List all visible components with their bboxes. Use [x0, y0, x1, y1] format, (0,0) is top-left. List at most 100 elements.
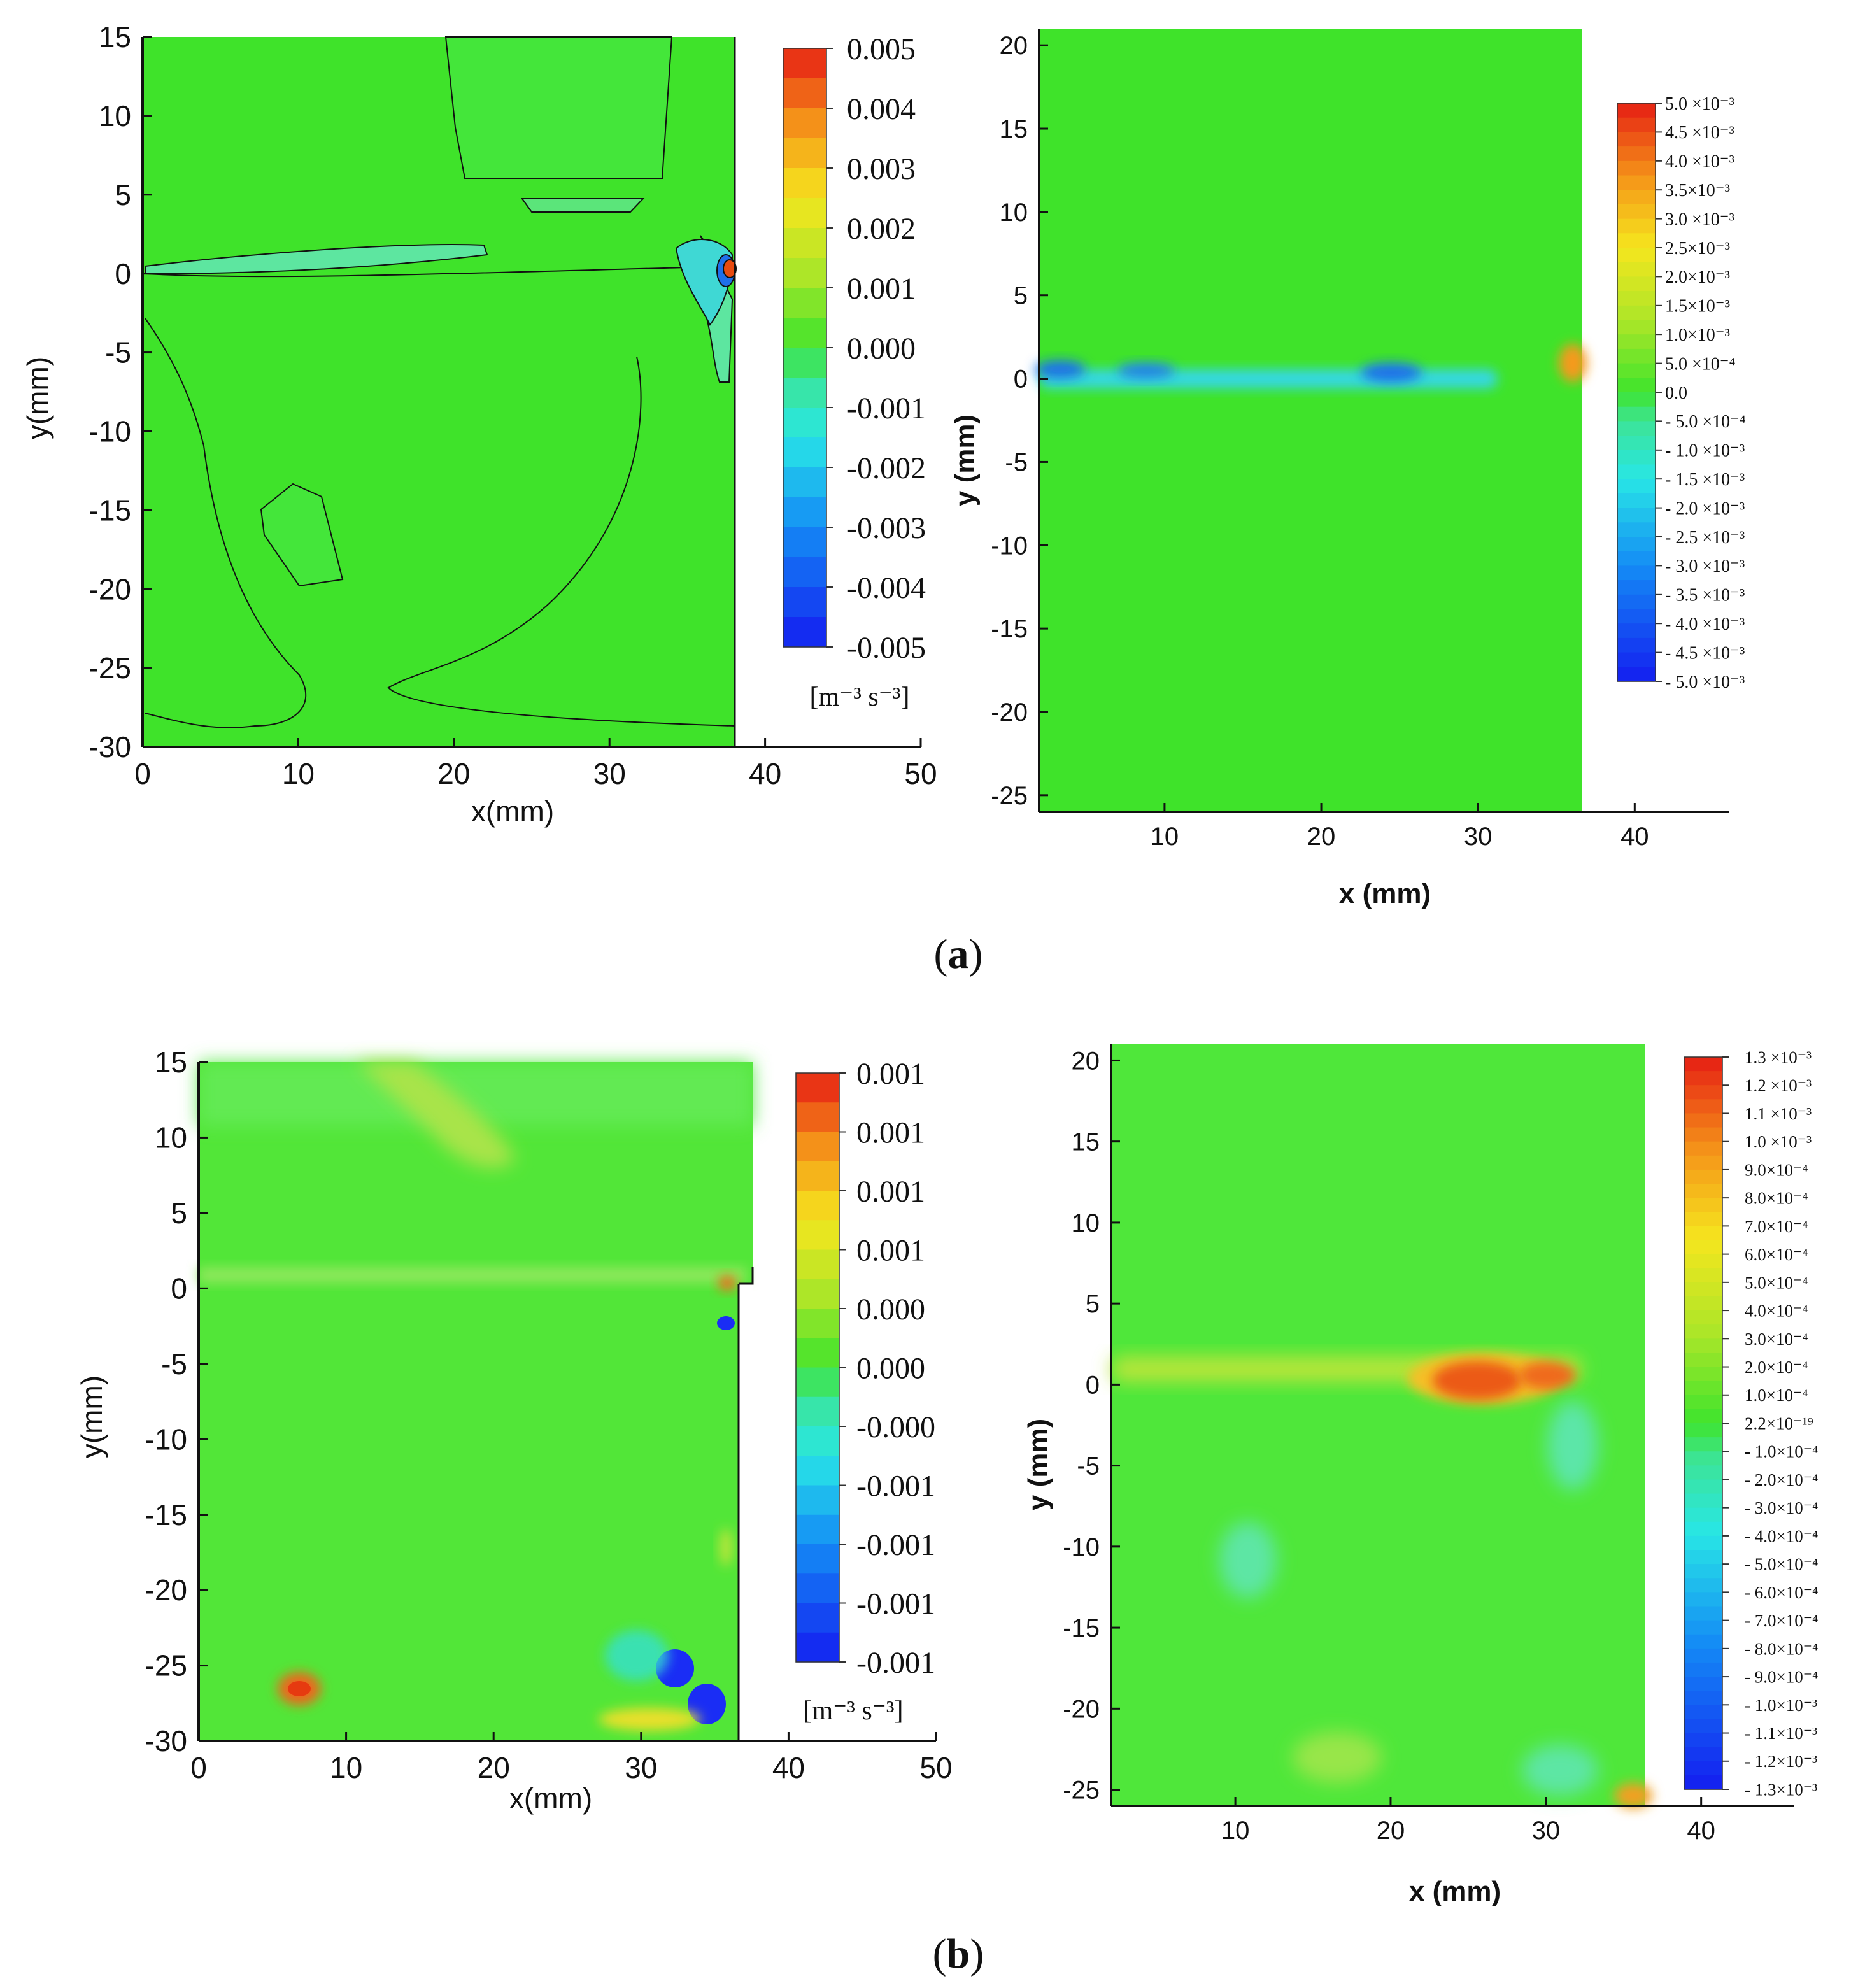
colorbar-label: 0.004: [847, 92, 916, 126]
colorbar-segment: [1684, 1493, 1722, 1509]
colorbar-label: 8.0×10⁻⁴: [1745, 1189, 1808, 1208]
colorbar-unit: [m⁻³ s⁻³]: [809, 683, 909, 712]
colorbar-segment: [1617, 537, 1656, 552]
colorbar-label: - 3.0 ×10⁻³: [1665, 557, 1745, 576]
positive-region: [1293, 1732, 1382, 1783]
colorbar-segment: [796, 1544, 839, 1574]
negative-streak: [1039, 369, 1498, 388]
colorbar-segment: [1684, 1353, 1722, 1368]
y-tick-label: -20: [991, 699, 1028, 727]
y-tick-label: -15: [991, 615, 1028, 643]
colorbar-segment: [783, 138, 826, 169]
colorbar-segment: [796, 1514, 839, 1545]
colorbar-segment: [1684, 1338, 1722, 1354]
colorbar-label: 0.002: [847, 212, 916, 246]
y-tick-label: -15: [1063, 1614, 1100, 1642]
y-tick-label: 15: [99, 20, 131, 53]
positive-spot: [1559, 344, 1587, 382]
colorbar-label: - 5.0 ×10⁻⁴: [1665, 412, 1746, 432]
y-tick-label: -5: [1005, 448, 1028, 476]
colorbar-segment: [796, 1632, 839, 1663]
colorbar-segment: [1684, 1634, 1722, 1649]
colorbar-label: 0.003: [847, 152, 916, 186]
colorbar-segment: [1617, 637, 1656, 653]
y-axis-label: y(mm): [21, 357, 54, 439]
y-tick-label: 5: [1014, 282, 1028, 310]
y-tick-label: -25: [1063, 1777, 1100, 1805]
colorbar-segment: [1684, 1620, 1722, 1635]
colorbar-segment: [783, 168, 826, 199]
colorbar-segment: [1684, 1099, 1722, 1114]
colorbar-segment: [796, 1573, 839, 1604]
y-tick-label: -5: [1077, 1452, 1100, 1480]
colorbar-label: -0.001: [856, 1587, 935, 1621]
panel-label-a: a: [948, 931, 969, 977]
x-tick-label: 0: [190, 1751, 207, 1784]
colorbar-unit: [m⁻³ s⁻³]: [803, 1696, 903, 1726]
x-tick-label: 30: [593, 757, 626, 790]
colorbar-segment: [1684, 1747, 1722, 1762]
y-tick-label: -30: [145, 1724, 187, 1757]
colorbar-segment: [783, 497, 826, 528]
colorbar-segment: [1617, 450, 1656, 465]
colorbar-segment: [1684, 1423, 1722, 1438]
x-tick-label: 40: [772, 1751, 805, 1784]
colorbar-label: 0.001: [856, 1175, 925, 1209]
y-tick-label: 10: [155, 1121, 187, 1154]
y-tick-label: -25: [89, 651, 131, 685]
colorbar-segment: [1617, 667, 1656, 682]
colorbar-segment: [796, 1396, 839, 1427]
colorbar-label: -0.001: [856, 1528, 935, 1562]
x-tick-label: 30: [625, 1751, 657, 1784]
colorbar-segment: [1684, 1465, 1722, 1480]
y-tick-label: -20: [89, 572, 131, 606]
colorbar-segment: [1617, 175, 1656, 190]
colorbar-label: - 1.5 ×10⁻³: [1665, 470, 1745, 490]
x-tick-label: 40: [749, 757, 781, 790]
colorbar-segment: [1617, 551, 1656, 566]
negative-region: [1219, 1522, 1277, 1598]
y-tick-group: 20 15 10 5 0 -5 -10 -15 -20 -25: [1063, 1047, 1120, 1805]
y-tick-label: -10: [89, 415, 131, 448]
colorbar-segment: [783, 467, 826, 498]
colorbar-segment: [796, 1367, 839, 1398]
colorbar-segment: [1617, 103, 1656, 118]
x-tick-group: 0 10 20 30 40 50: [134, 738, 937, 790]
colorbar-segment: [1684, 1761, 1722, 1776]
colorbar-segment: [783, 527, 826, 558]
colorbar-segment: [1684, 1451, 1722, 1466]
colorbar-segment: [1684, 1057, 1722, 1072]
colorbar-segment: [1684, 1155, 1722, 1170]
colorbar-segment: [796, 1603, 839, 1633]
y-tick-label: -20: [145, 1573, 187, 1607]
colorbar-label: - 1.0×10⁻³: [1745, 1696, 1817, 1715]
colorbar-label: - 1.3×10⁻³: [1745, 1780, 1817, 1799]
x-axis-label: x(mm): [509, 1782, 592, 1815]
colorbar-segment: [1617, 190, 1656, 205]
colorbar-label: 1.0×10⁻³: [1665, 325, 1730, 345]
colorbar-label: 1.1 ×10⁻³: [1745, 1104, 1812, 1123]
y-tick-label: -10: [991, 532, 1028, 560]
colorbar-label: 0.001: [856, 1233, 925, 1267]
negative-region: [605, 1630, 669, 1681]
y-tick-label: -25: [991, 782, 1028, 810]
colorbar-segment: [1684, 1507, 1722, 1523]
colorbar-label: -0.001: [856, 1469, 935, 1503]
colorbar-label: - 2.0 ×10⁻³: [1665, 499, 1745, 518]
x-tick-label: 40: [1687, 1817, 1715, 1845]
y-tick-label: -10: [1063, 1533, 1100, 1561]
y-tick-label: 10: [99, 99, 131, 132]
colorbar-label: 5.0×10⁻⁴: [1745, 1273, 1808, 1292]
boundary-wall: [739, 1267, 754, 1285]
colorbar-label: 0.001: [856, 1057, 925, 1091]
colorbar-segment: [1684, 1775, 1722, 1790]
colorbar-segment: [1684, 1085, 1722, 1100]
colorbar-label: 0.000: [856, 1351, 925, 1385]
colorbar-segment: [783, 408, 826, 438]
colorbar-segment: [1617, 421, 1656, 436]
negative-spot: [1361, 363, 1422, 382]
colorbar-label: 5.0 ×10⁻³: [1665, 94, 1734, 114]
heatmap-background: [199, 1062, 753, 1741]
positive-spot: [1614, 1783, 1652, 1808]
positive-spot: [1433, 1361, 1522, 1400]
